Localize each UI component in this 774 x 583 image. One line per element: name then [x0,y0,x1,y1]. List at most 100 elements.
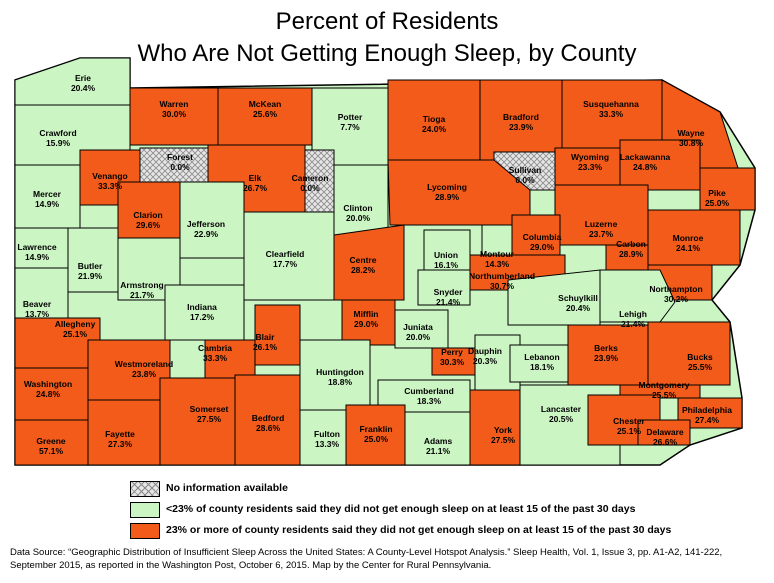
county-name-armstrong: Armstrong [120,280,163,290]
county-name-carbon: Carbon [616,239,646,249]
county-value-berks: 23.9% [594,353,619,363]
legend-swatch-low [130,502,160,518]
county-value-bradford: 23.9% [509,122,534,132]
county-erie [14,57,131,106]
county-value-westmoreland: 23.8% [132,369,157,379]
county-butler [67,227,119,293]
county-value-lehigh: 21.4% [621,319,646,329]
county-name-venango: Venango [92,171,127,181]
county-value-allegheny: 25.1% [63,329,88,339]
county-value-blair: 26.1% [253,342,278,352]
county-name-schuylkill: Schuylkill [558,293,598,303]
county-name-berks: Berks [594,343,618,353]
county-value-philadelphia: 27.4% [695,415,720,425]
county-value-armstrong: 21.7% [130,290,155,300]
county-bucks [647,321,731,386]
county-value-wayne: 30.8% [679,138,704,148]
county-name-mckean: McKean [249,99,282,109]
county-value-huntingdon: 18.8% [328,377,353,387]
county-name-adams: Adams [424,436,453,446]
county-name-clearfield: Clearfield [266,249,305,259]
county-name-westmoreland: Westmoreland [115,359,173,369]
county-value-butler: 21.9% [78,271,103,281]
county-name-bradford: Bradford [503,112,539,122]
county-value-schuylkill: 20.4% [566,303,591,313]
county-value-chester: 25.1% [617,426,642,436]
county-centre [333,224,405,301]
county-name-crawford: Crawford [39,128,76,138]
county-snyder [417,269,471,306]
county-value-luzerne: 23.7% [589,229,614,239]
county-name-lackawanna: Lackawanna [620,152,671,162]
county-delaware [637,419,691,446]
county-value-pike: 25.0% [705,198,730,208]
map-title-line2: Who Are Not Getting Enough Sleep, by Cou… [137,40,637,67]
county-value-montour: 14.3% [485,259,510,269]
county-value-perry: 30.3% [440,357,465,367]
county-value-lackawanna: 24.8% [633,162,658,172]
county-value-sullivan: 0.0% [515,175,535,185]
county-value-mercer: 14.9% [35,199,60,209]
county-value-dauphin: 20.3% [473,356,498,366]
county-name-lehigh: Lehigh [619,309,647,319]
county-name-blair: Blair [256,332,276,342]
county-value-crawford: 15.9% [46,138,71,148]
county-value-elk: 26.7% [243,183,268,193]
county-name-northampton: Northampton [649,284,702,294]
county-value-washington: 24.8% [36,389,61,399]
county-value-warren: 30.0% [162,109,187,119]
county-name-luzerne: Luzerne [585,219,618,229]
county-name-wayne: Wayne [677,128,704,138]
county-value-venango: 33.3% [98,181,123,191]
county-name-snyder: Snyder [434,287,464,297]
county-name-clinton: Clinton [343,203,372,213]
county-value-cameron: 0.0% [300,183,320,193]
county-value-clarion: 29.6% [136,220,161,230]
county-value-forest: 0.0% [170,162,190,172]
county-value-york: 27.5% [491,435,516,445]
county-name-butler: Butler [78,261,103,271]
county-value-lebanon: 18.1% [530,362,555,372]
county-name-somerset: Somerset [190,404,229,414]
county-value-mckean: 25.6% [253,109,278,119]
county-name-forest: Forest [167,152,193,162]
county-name-clarion: Clarion [133,210,162,220]
county-name-delaware: Delaware [646,427,684,437]
county-name-york: York [494,425,513,435]
county-name-cumberland: Cumberland [404,386,454,396]
county-name-mifflin: Mifflin [353,309,378,319]
county-value-lawrence: 14.9% [25,252,50,262]
county-value-montgomery: 25.5% [652,390,677,400]
legend-swatch-na [130,481,160,497]
county-name-susquehanna: Susquehanna [583,99,639,109]
county-name-chester: Chester [613,416,645,426]
county-value-erie: 20.4% [71,83,96,93]
county-name-potter: Potter [338,112,363,122]
county-name-lawrence: Lawrence [17,242,56,252]
county-name-huntingdon: Huntingdon [316,367,364,377]
county-value-beaver: 13.7% [25,309,50,319]
county-philadelphia [677,397,743,429]
county-value-franklin: 25.0% [364,434,389,444]
county-name-pike: Pike [708,188,726,198]
county-name-cameron: Cameron [292,173,329,183]
county-value-northumberland: 30.7% [490,281,515,291]
county-lehigh [599,269,676,323]
county-name-juniata: Juniata [403,322,433,332]
map-title-line1: Percent of Residents [275,8,499,35]
county-pike [699,167,756,211]
county-value-centre: 28.2% [351,265,376,275]
legend-label-high: 23% or more of county residents said the… [166,524,672,536]
county-name-lancaster: Lancaster [541,404,582,414]
county-value-mifflin: 29.0% [354,319,379,329]
county-name-monroe: Monroe [673,233,704,243]
county-name-montgomery: Montgomery [639,380,690,390]
county-value-wyoming: 23.3% [578,162,603,172]
county-value-cambria: 33.3% [203,353,228,363]
county-value-greene: 57.1% [39,446,64,456]
county-value-bedford: 28.6% [256,423,281,433]
county-name-northumberland: Northumberland [469,271,535,281]
county-name-lebanon: Lebanon [524,352,559,362]
